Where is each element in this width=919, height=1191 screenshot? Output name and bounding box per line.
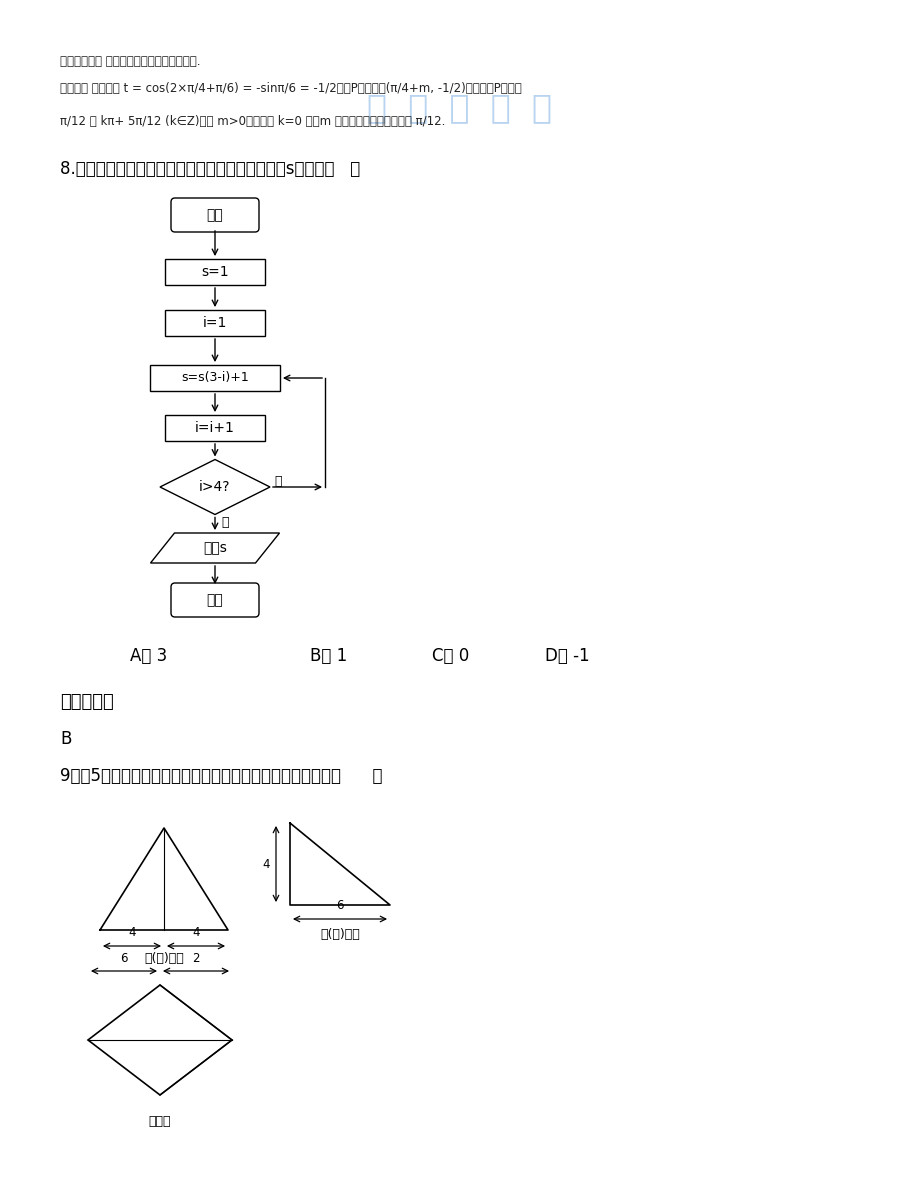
Text: 8.阅读右边的程序框图，运行相应的程序，则输出s的値为（   ）: 8.阅读右边的程序框图，运行相应的程序，则输出s的値为（ ）	[60, 160, 360, 177]
Text: s=1: s=1	[201, 266, 229, 279]
Text: π/12 或 kπ+ 5π/12 (k∈Z)，又 m>0，所以当 k=0 时，m 取得最小値，且最小値为 π/12.: π/12 或 kπ+ 5π/12 (k∈Z)，又 m>0，所以当 k=0 时，m…	[60, 116, 445, 127]
Text: 正(主)视图: 正(主)视图	[144, 952, 184, 965]
Bar	[165, 258, 265, 285]
Text: 4: 4	[262, 858, 269, 871]
Text: 4: 4	[192, 925, 199, 939]
Text: i=i+1: i=i+1	[195, 420, 234, 435]
Text: D． -1: D． -1	[544, 647, 589, 665]
Polygon shape	[88, 985, 232, 1095]
Bar	[165, 414, 265, 441]
Text: 参考答案：: 参考答案：	[60, 693, 114, 711]
Polygon shape	[151, 534, 279, 563]
Text: s=s(3-i)+1: s=s(3-i)+1	[181, 372, 249, 385]
Text: 「命题意图」 本题考查三角函数图象与性质.: 「命题意图」 本题考查三角函数图象与性质.	[60, 55, 200, 68]
Text: 俯视图: 俯视图	[149, 1115, 171, 1128]
Text: i>4?: i>4?	[199, 480, 231, 494]
Text: B． 1: B． 1	[310, 647, 346, 665]
Polygon shape	[160, 460, 269, 515]
Bar	[150, 364, 279, 391]
Text: 「解析」 由题可知 t = cos(2×π/4+π/6) = -sinπ/6 = -1/2，点P的坐标为(π/4+m, -1/2)，因为点P位于函: 「解析」 由题可知 t = cos(2×π/4+π/6) = -sinπ/6 =…	[60, 82, 521, 95]
Text: 6: 6	[335, 899, 344, 912]
Text: 2: 2	[192, 952, 199, 965]
Text: C． 0: C． 0	[432, 647, 469, 665]
Text: i=1: i=1	[202, 316, 227, 330]
Text: 输出s: 输出s	[203, 541, 227, 555]
Text: 天  一  大  联  考: 天 一 大 联 考	[367, 92, 552, 125]
Text: B: B	[60, 730, 72, 748]
Text: 结束: 结束	[207, 593, 223, 607]
FancyBboxPatch shape	[171, 198, 259, 232]
Text: 4: 4	[128, 925, 136, 939]
Text: 6: 6	[120, 952, 128, 965]
Text: 9．（5分）某三棱锥的三视图如图所示，该三棱锥的体积是（      ）: 9．（5分）某三棱锥的三视图如图所示，该三棱锥的体积是（ ）	[60, 767, 382, 785]
FancyBboxPatch shape	[171, 584, 259, 617]
Bar	[165, 310, 265, 336]
Text: A． 3: A． 3	[130, 647, 167, 665]
Text: 偶(左)视图: 偶(左)视图	[320, 928, 359, 941]
Text: 是: 是	[221, 517, 228, 530]
Text: 否: 否	[274, 475, 281, 488]
Text: 开始: 开始	[207, 208, 223, 222]
